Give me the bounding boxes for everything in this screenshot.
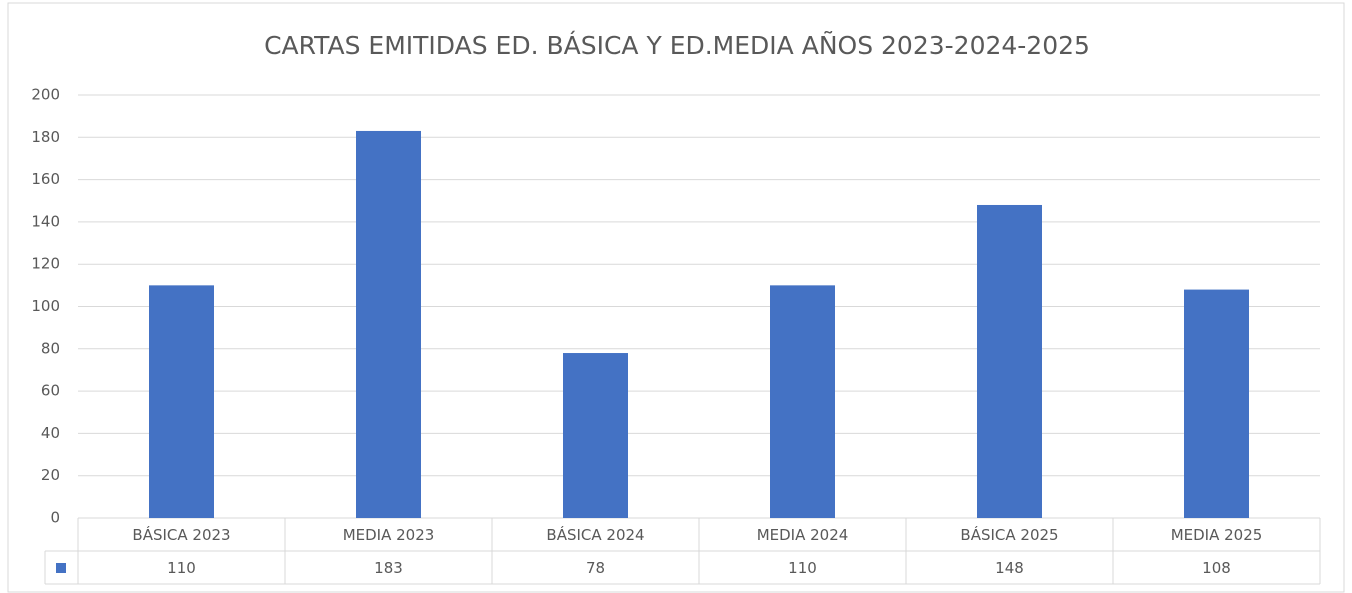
bar [149, 285, 214, 518]
bar [356, 130, 421, 518]
y-tick-label: 60 [41, 382, 60, 400]
y-tick-label: 20 [41, 466, 60, 484]
table-value: 148 [995, 559, 1024, 577]
y-tick-label: 100 [31, 297, 60, 315]
x-tick-label: MEDIA 2023 [343, 526, 435, 544]
bar [1184, 289, 1249, 518]
y-tick-label: 80 [41, 339, 60, 357]
table-value: 183 [374, 559, 403, 577]
x-tick-label: MEDIA 2025 [1171, 526, 1263, 544]
x-tick-label: BÁSICA 2025 [960, 525, 1058, 544]
legend-key [56, 563, 66, 573]
chart-border [7, 2, 1345, 593]
bar [977, 204, 1042, 519]
chart-title: CARTAS EMITIDAS ED. BÁSICA Y ED.MEDIA AÑ… [264, 30, 1090, 60]
y-tick-label: 120 [31, 255, 60, 273]
x-tick-label: BÁSICA 2023 [132, 525, 230, 544]
table-value: 110 [167, 559, 196, 577]
x-tick-label: BÁSICA 2024 [546, 525, 644, 544]
y-tick-label: 140 [31, 212, 60, 230]
table-value: 78 [586, 559, 605, 577]
y-tick-label: 200 [31, 86, 60, 104]
table-value: 108 [1202, 559, 1231, 577]
bar [563, 353, 628, 518]
x-tick-label: MEDIA 2024 [757, 526, 849, 544]
bar [770, 285, 835, 518]
y-tick-label: 40 [41, 424, 60, 442]
y-tick-label: 180 [31, 128, 60, 146]
y-tick-label: 160 [31, 170, 60, 188]
y-tick-label: 0 [50, 509, 60, 527]
table-value: 110 [788, 559, 817, 577]
